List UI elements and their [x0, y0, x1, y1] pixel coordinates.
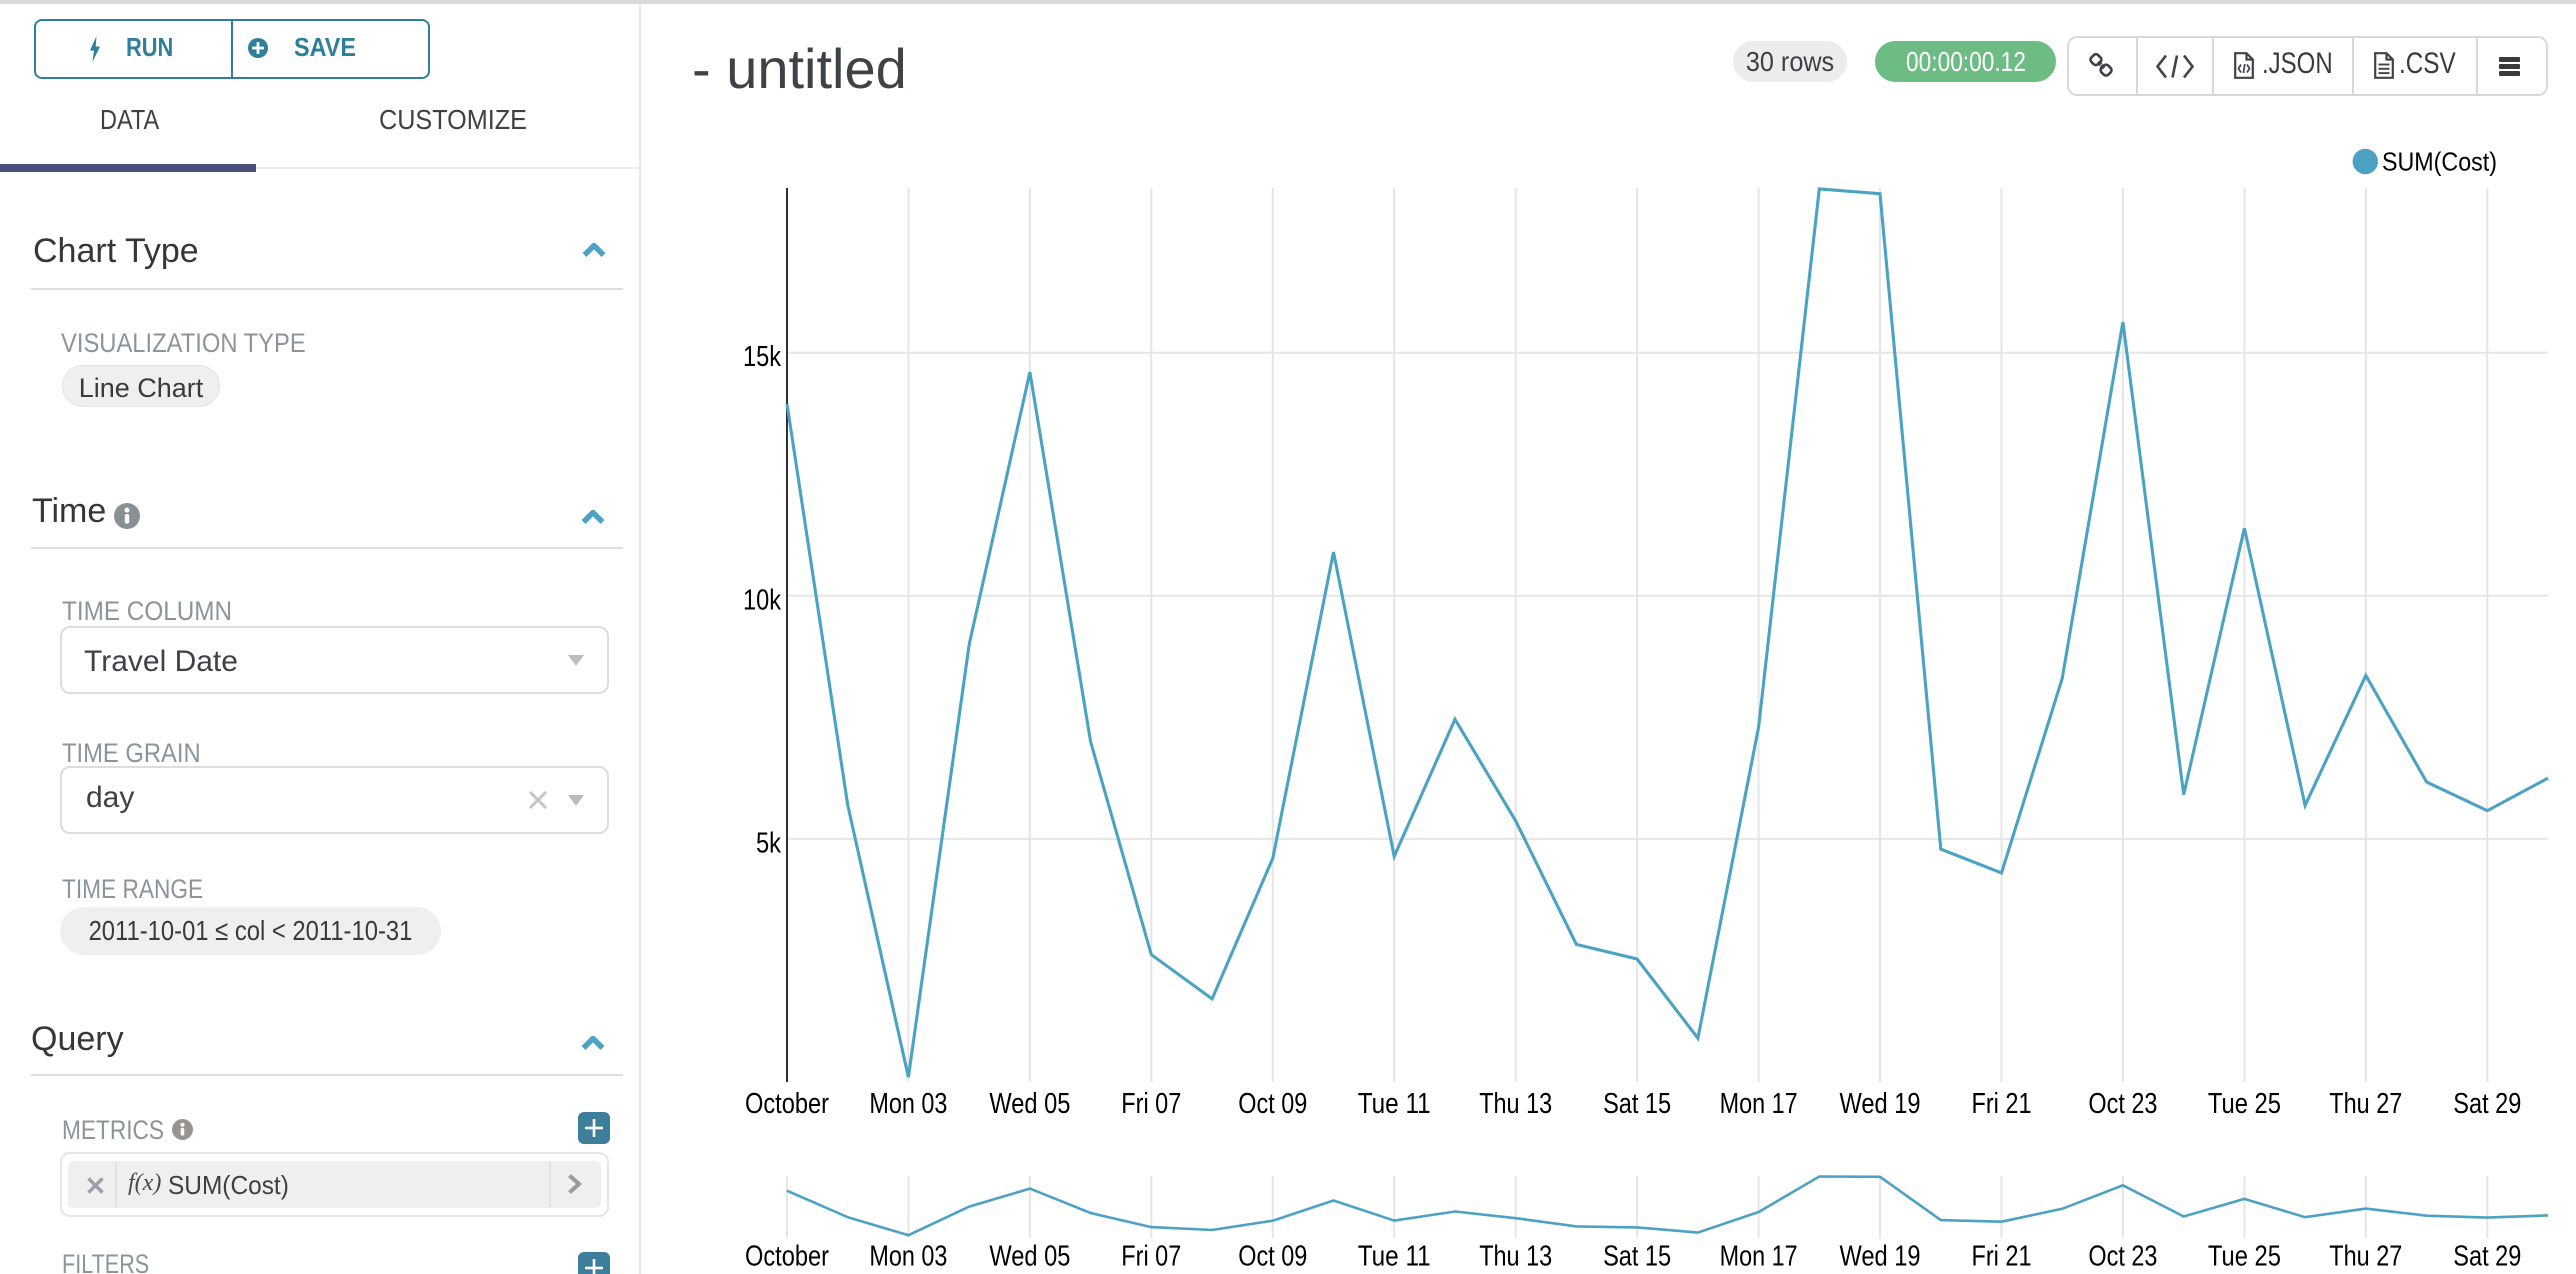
svg-text:5k: 5k [756, 827, 781, 859]
svg-text:October: October [745, 1088, 829, 1120]
svg-text:Oct 23: Oct 23 [2088, 1088, 2157, 1120]
svg-text:Tue 11: Tue 11 [1358, 1241, 1431, 1273]
svg-text:Fri 21: Fri 21 [1972, 1241, 2032, 1273]
svg-text:Wed 05: Wed 05 [989, 1088, 1070, 1120]
svg-text:Oct 09: Oct 09 [1238, 1241, 1307, 1273]
svg-text:October: October [745, 1241, 829, 1273]
svg-text:SUM(Cost): SUM(Cost) [2382, 147, 2497, 177]
svg-text:Oct 23: Oct 23 [2088, 1241, 2157, 1273]
svg-text:Fri 21: Fri 21 [1972, 1088, 2032, 1120]
svg-text:Fri 07: Fri 07 [1121, 1241, 1181, 1273]
svg-text:Wed 05: Wed 05 [989, 1241, 1070, 1273]
svg-text:Tue 25: Tue 25 [2208, 1088, 2281, 1120]
svg-text:Tue 25: Tue 25 [2208, 1241, 2281, 1273]
svg-text:Fri 07: Fri 07 [1121, 1088, 1181, 1120]
svg-text:Sat 15: Sat 15 [1603, 1241, 1671, 1273]
svg-text:Sat 15: Sat 15 [1603, 1088, 1671, 1120]
svg-text:Wed 19: Wed 19 [1840, 1088, 1921, 1120]
svg-text:Wed 19: Wed 19 [1840, 1241, 1921, 1273]
svg-text:Mon 17: Mon 17 [1720, 1241, 1798, 1273]
svg-text:Mon 03: Mon 03 [869, 1241, 947, 1273]
svg-text:Sat 29: Sat 29 [2453, 1088, 2521, 1120]
svg-text:Thu 13: Thu 13 [1479, 1088, 1552, 1120]
svg-text:Mon 17: Mon 17 [1720, 1088, 1798, 1120]
svg-text:Mon 03: Mon 03 [869, 1088, 947, 1120]
svg-text:Tue 11: Tue 11 [1358, 1088, 1431, 1120]
svg-text:Thu 27: Thu 27 [2329, 1088, 2402, 1120]
svg-text:15k: 15k [743, 341, 781, 373]
svg-text:Thu 27: Thu 27 [2329, 1241, 2402, 1273]
svg-text:Thu 13: Thu 13 [1479, 1241, 1552, 1273]
svg-text:10k: 10k [743, 584, 781, 616]
svg-text:Sat 29: Sat 29 [2453, 1241, 2521, 1273]
svg-text:Oct 09: Oct 09 [1238, 1088, 1307, 1120]
